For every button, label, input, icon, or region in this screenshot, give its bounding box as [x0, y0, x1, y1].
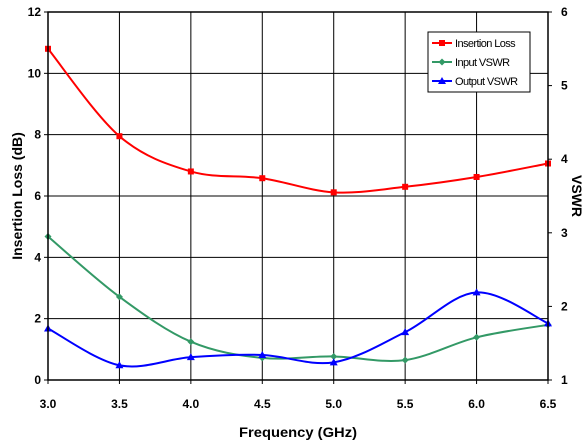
x-axis-title: Frequency (GHz): [239, 424, 357, 440]
x-tick-label: 6.0: [468, 397, 485, 411]
data-point-input-vswr: [187, 338, 194, 345]
data-point-input-vswr: [402, 357, 409, 364]
legend-label-insertion-loss: Insertion Loss: [455, 38, 516, 50]
x-tick-label: 3.5: [111, 397, 128, 411]
data-point-input-vswr: [473, 334, 480, 341]
y-tick-label: 10: [28, 66, 42, 80]
data-point-insertion-loss: [474, 174, 480, 180]
legend-label-input-vswr: Input VSWR: [455, 57, 510, 69]
y2-tick-label: 1: [561, 373, 568, 387]
y-tick-label: 0: [34, 373, 41, 387]
x-tick-label: 3.0: [40, 397, 57, 411]
data-point-insertion-loss: [331, 189, 337, 195]
data-point-insertion-loss: [188, 168, 194, 174]
x-tick-label: 4.5: [254, 397, 271, 411]
x-tick-label: 5.0: [325, 397, 342, 411]
series-line-input-vswr: [48, 236, 548, 361]
y2-tick-label: 2: [561, 299, 568, 313]
legend: Insertion Loss Input VSWR Output VSWR: [428, 32, 530, 92]
data-point-insertion-loss: [259, 175, 265, 181]
x-tick-label: 5.5: [397, 397, 414, 411]
series-input-vswr: [45, 233, 552, 364]
y-tick-label: 4: [34, 250, 41, 264]
legend-marker-insertion-loss: [439, 40, 445, 46]
x-tick-label: 6.5: [540, 397, 557, 411]
y2-tick-label: 3: [561, 226, 568, 240]
y2-axis-title: VSWR: [569, 175, 583, 217]
y-tick-label: 6: [34, 189, 41, 203]
data-point-insertion-loss: [116, 133, 122, 139]
series-line-output-vswr: [48, 292, 548, 366]
y-tick-label: 8: [34, 128, 41, 142]
data-point-insertion-loss: [402, 184, 408, 190]
y2-tick-label: 6: [561, 5, 568, 19]
series-output-vswr: [44, 288, 552, 368]
y-axis-title: Insertion Loss (dB): [9, 132, 25, 260]
legend-label-output-vswr: Output VSWR: [455, 76, 518, 88]
x-tick-label: 4.0: [183, 397, 200, 411]
y2-tick-label: 4: [561, 152, 568, 166]
y2-tick-label: 5: [561, 79, 568, 93]
y-tick-label: 2: [34, 312, 41, 326]
y-tick-label: 12: [28, 5, 42, 19]
series-layer: [44, 46, 552, 368]
